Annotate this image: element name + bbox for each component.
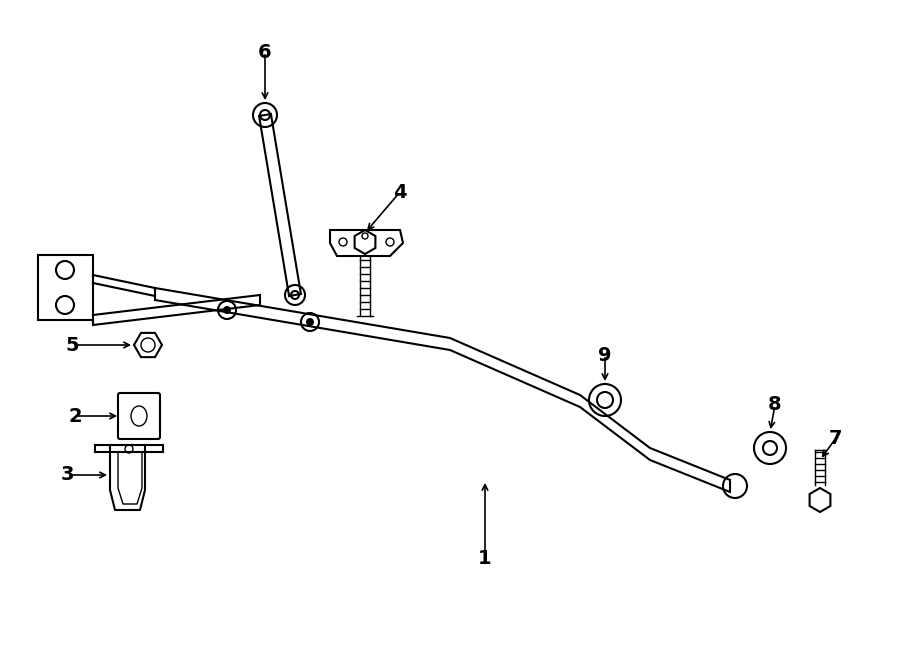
Text: 1: 1 (478, 549, 491, 567)
Text: 2: 2 (68, 406, 82, 426)
Circle shape (223, 306, 231, 314)
Text: 3: 3 (60, 465, 74, 485)
Text: 7: 7 (829, 428, 842, 448)
FancyBboxPatch shape (118, 393, 160, 439)
Circle shape (306, 318, 314, 326)
Text: 6: 6 (258, 42, 272, 62)
Text: 9: 9 (598, 346, 612, 365)
Text: 8: 8 (769, 395, 782, 414)
Text: 4: 4 (393, 183, 407, 201)
Bar (38, 255, 93, 320)
Text: 5: 5 (65, 336, 79, 354)
